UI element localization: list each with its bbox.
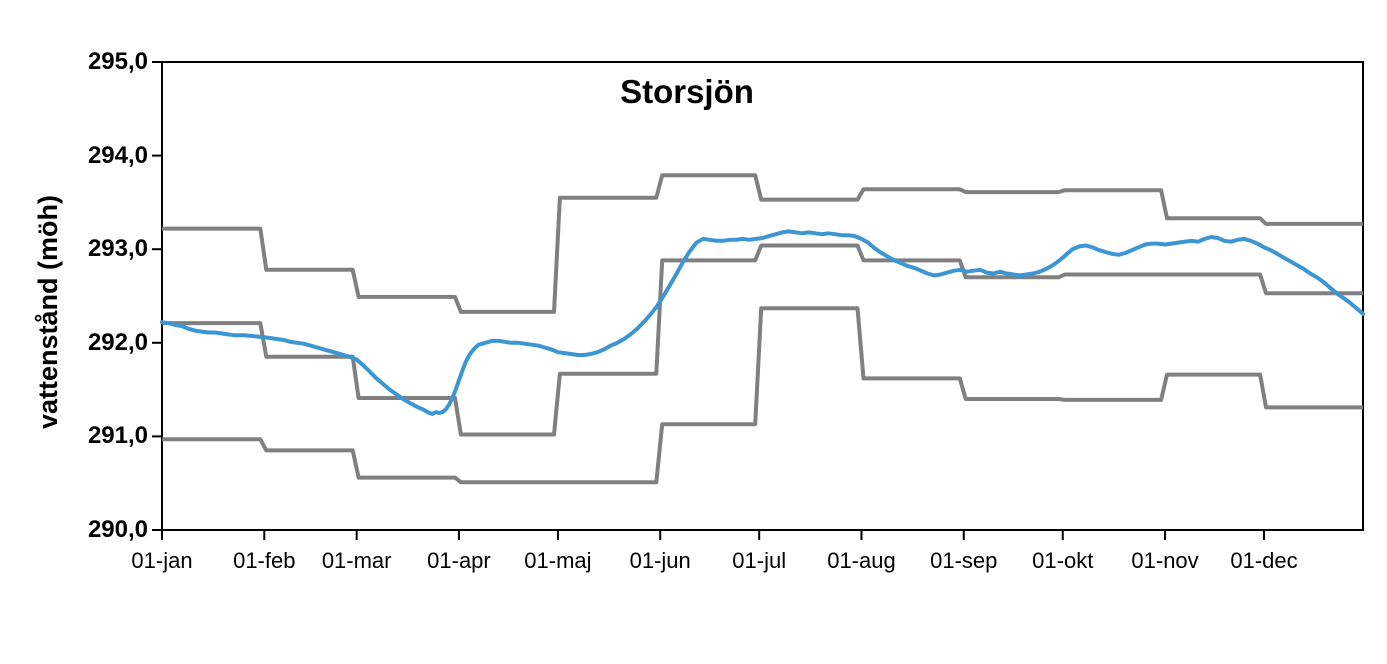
y-tick-label: 294,0 bbox=[87, 141, 148, 169]
x-tick-label: 01-apr bbox=[427, 548, 491, 573]
y-axis-title: vattenstånd (möh) bbox=[33, 195, 63, 430]
x-tick-label: 01-feb bbox=[233, 548, 296, 573]
x-tick-label: 01-nov bbox=[1131, 548, 1199, 573]
x-tick-label: 01-okt bbox=[1032, 548, 1094, 573]
chart-title: Storsjön bbox=[620, 73, 754, 110]
y-tick-label: 292,0 bbox=[87, 328, 148, 356]
y-tick-label: 291,0 bbox=[87, 422, 148, 450]
lower-limit-step-line bbox=[162, 306, 1363, 485]
y-tick-label: 290,0 bbox=[87, 516, 148, 543]
x-tick-label: 01-jan bbox=[131, 548, 193, 573]
x-tick-label: 01-jun bbox=[629, 548, 691, 573]
x-tick-label: 01-mar bbox=[321, 548, 392, 573]
plot-frame bbox=[161, 61, 1364, 531]
y-tick-label: 295,0 bbox=[87, 48, 148, 75]
x-tick-label: 01-sep bbox=[930, 548, 998, 573]
x-tick-label: 01-jul bbox=[732, 548, 787, 573]
middle-step-line bbox=[162, 243, 1363, 437]
x-tick-label: 01-dec bbox=[1230, 548, 1298, 573]
x-tick-label: 01-maj bbox=[524, 548, 592, 573]
x-tick-label: 01-aug bbox=[827, 548, 896, 573]
y-tick-label: 293,0 bbox=[87, 235, 148, 263]
upper-limit-step-line bbox=[162, 173, 1363, 314]
observed-water-level-line bbox=[160, 229, 1365, 416]
